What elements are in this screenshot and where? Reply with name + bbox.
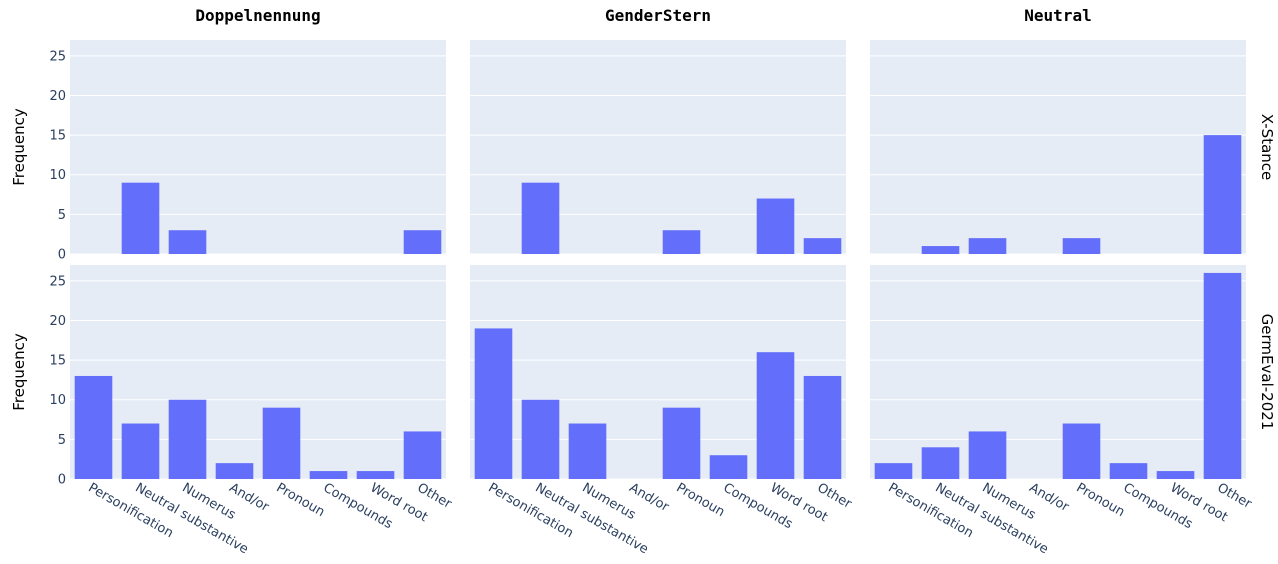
bar-germeval-2021-neutral-personification	[874, 463, 913, 479]
y-tick-label-1-10: 10	[49, 393, 66, 408]
row-title-germeval-2021: GermEval-2021	[1258, 314, 1276, 431]
bar-x-stance-neutral-numerus	[968, 238, 1007, 254]
bar-germeval-2021-genderstern-neutral-substantive	[521, 399, 560, 479]
column-title-doppelnennung: Doppelnennung	[195, 6, 320, 25]
x-tick-label-1-pronoun: Pronoun	[674, 480, 728, 520]
x-tick-label-0-pronoun: Pronoun	[274, 480, 328, 520]
column-title-neutral: Neutral	[1024, 6, 1091, 25]
bar-x-stance-doppelnennung-neutral-substantive	[121, 182, 160, 254]
bar-germeval-2021-neutral-numerus	[968, 431, 1007, 479]
bar-x-stance-doppelnennung-numerus	[168, 230, 207, 254]
y-tick-label-0-25: 25	[49, 49, 66, 64]
x-tick-label-2-personification: Personification	[886, 480, 976, 541]
bar-germeval-2021-genderstern-pronoun	[662, 407, 701, 479]
y-tick-label-0-5: 5	[58, 208, 66, 223]
bar-germeval-2021-doppelnennung-numerus	[168, 399, 207, 479]
bar-germeval-2021-genderstern-personification	[474, 328, 513, 479]
y-tick-label-1-25: 25	[49, 274, 66, 289]
bar-germeval-2021-neutral-other	[1203, 272, 1242, 479]
y-tick-label-0-0: 0	[58, 248, 66, 263]
column-title-genderstern: GenderStern	[605, 6, 711, 25]
bar-x-stance-genderstern-word-root	[756, 198, 795, 254]
bar-germeval-2021-doppelnennung-word-root	[356, 471, 395, 479]
bar-x-stance-neutral-other	[1203, 135, 1242, 254]
plot-area-1-2	[870, 265, 1246, 479]
bar-x-stance-doppelnennung-other	[403, 230, 442, 254]
y-axis-title-0: Frequency	[10, 108, 28, 186]
y-tick-label-1-20: 20	[49, 314, 66, 329]
x-tick-label-2-pronoun: Pronoun	[1074, 480, 1128, 520]
bar-x-stance-genderstern-pronoun	[662, 230, 701, 254]
bar-germeval-2021-genderstern-numerus	[568, 423, 607, 479]
y-tick-label-0-15: 15	[49, 129, 66, 144]
y-axis-title-1: Frequency	[10, 333, 28, 411]
bar-germeval-2021-doppelnennung-personification	[74, 375, 113, 479]
plot-area-0-2	[870, 40, 1246, 254]
bar-germeval-2021-genderstern-word-root	[756, 352, 795, 479]
y-tick-label-1-5: 5	[58, 433, 66, 448]
y-tick-label-0-20: 20	[49, 89, 66, 104]
bar-germeval-2021-neutral-word-root	[1156, 471, 1195, 479]
bar-germeval-2021-doppelnennung-neutral-substantive	[121, 423, 160, 479]
bar-x-stance-neutral-neutral-substantive	[921, 246, 960, 254]
row-title-x-stance: X-Stance	[1258, 114, 1276, 181]
bar-x-stance-neutral-pronoun	[1062, 238, 1101, 254]
x-tick-label-1-personification: Personification	[486, 480, 576, 541]
bar-germeval-2021-genderstern-compounds	[709, 455, 748, 479]
x-tick-label-0-personification: Personification	[86, 480, 176, 541]
y-tick-label-0-10: 10	[49, 168, 66, 183]
bar-germeval-2021-doppelnennung-compounds	[309, 471, 348, 479]
bar-germeval-2021-doppelnennung-other	[403, 431, 442, 479]
bar-x-stance-genderstern-other	[803, 238, 842, 254]
bar-germeval-2021-neutral-pronoun	[1062, 423, 1101, 479]
bar-germeval-2021-neutral-compounds	[1109, 463, 1148, 479]
bar-germeval-2021-doppelnennung-pronoun	[262, 407, 301, 479]
bar-germeval-2021-doppelnennung-and-or	[215, 463, 254, 479]
bar-x-stance-genderstern-neutral-substantive	[521, 182, 560, 254]
y-tick-label-1-15: 15	[49, 354, 66, 369]
bar-germeval-2021-genderstern-other	[803, 375, 842, 479]
bar-germeval-2021-neutral-neutral-substantive	[921, 447, 960, 479]
y-tick-label-1-0: 0	[58, 473, 66, 488]
